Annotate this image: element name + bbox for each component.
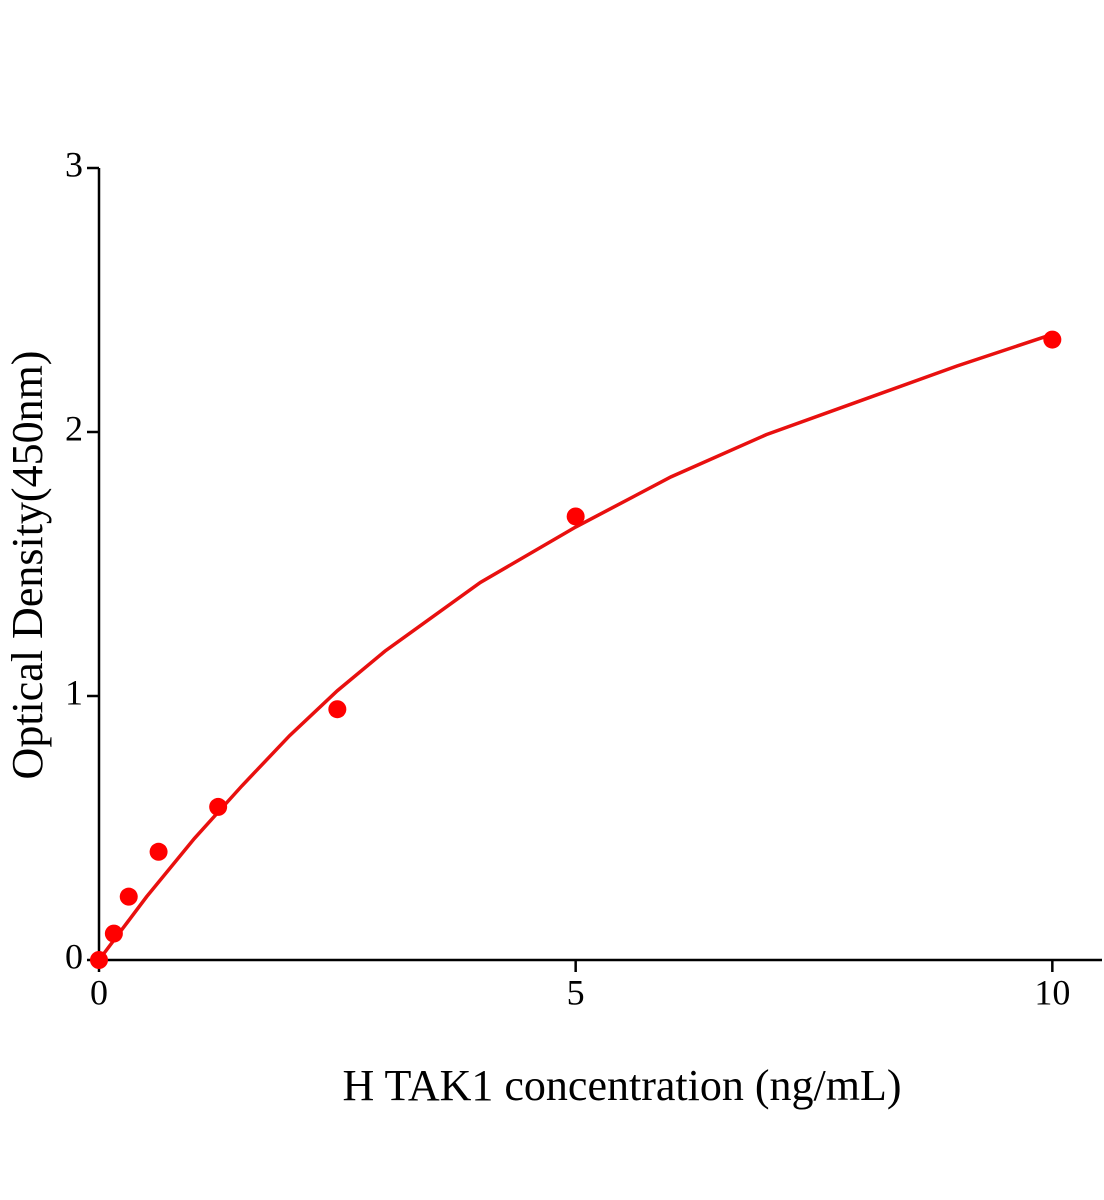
data-point [328, 700, 347, 719]
data-point [104, 924, 123, 943]
data-point [149, 842, 168, 861]
data-point [119, 887, 138, 906]
y-tick-label: 2 [65, 408, 83, 448]
data-point [1043, 330, 1062, 349]
y-tick-label: 3 [65, 144, 83, 184]
x-tick-label: 0 [90, 972, 108, 1012]
x-axis-title: H TAK1 concentration (ng/mL) [343, 1061, 902, 1110]
fit-curve [97, 332, 1053, 962]
data-point [209, 797, 228, 816]
y-axis-title: Optical Density(450nm) [3, 351, 52, 780]
x-tick-label: 10 [1034, 972, 1070, 1012]
y-tick-label: 0 [65, 936, 83, 976]
data-point [566, 507, 585, 526]
data-point [90, 951, 108, 969]
x-tick-label: 5 [567, 972, 585, 1012]
y-tick-label: 1 [65, 672, 83, 712]
